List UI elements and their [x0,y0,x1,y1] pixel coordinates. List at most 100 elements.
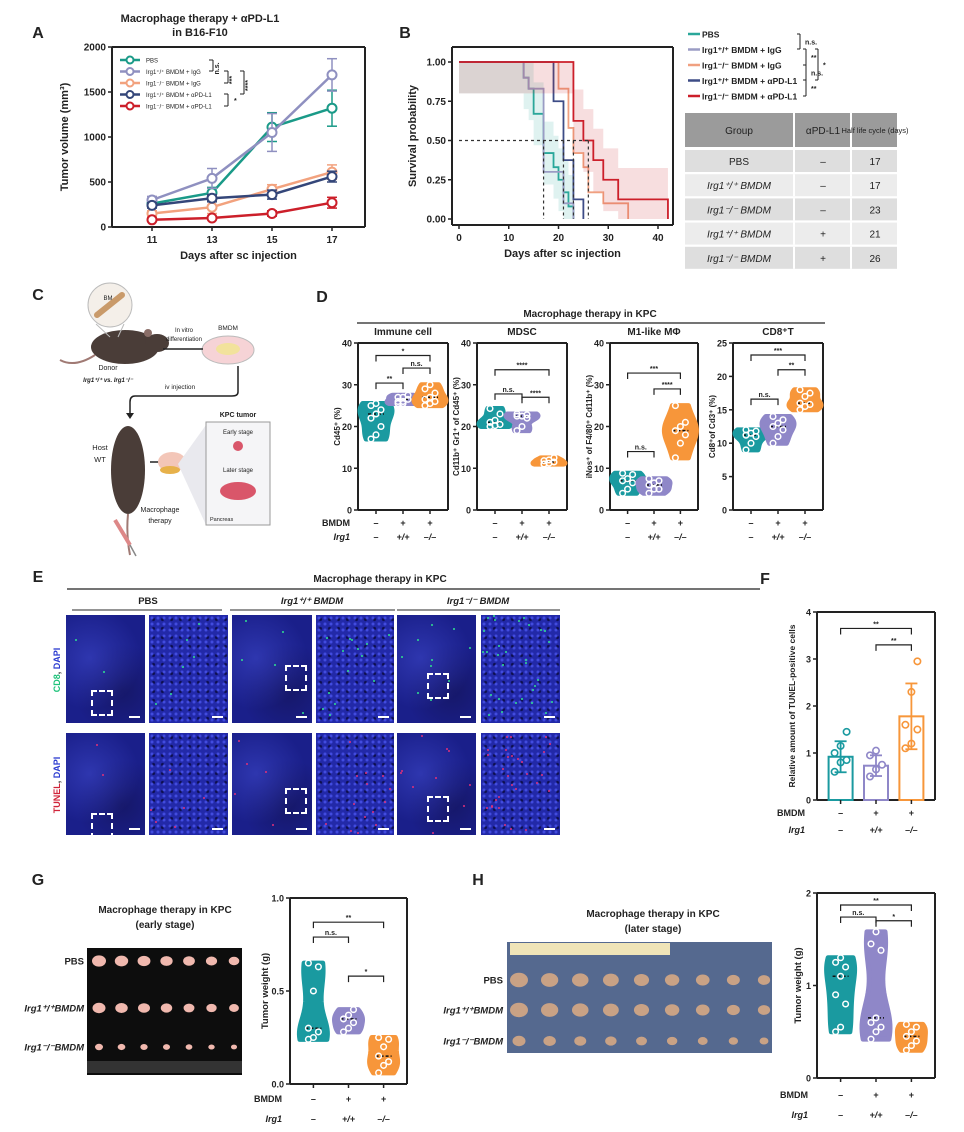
irg1-value: –/– [905,1110,918,1120]
data-point [871,746,880,755]
cd8-micrograph-zoomed [481,615,560,723]
tumor-photo [87,948,242,1075]
significance-label: n.s. [410,361,422,368]
legend-entry: Irg1⁻/⁻ BMDM + αPD-L1 [702,92,797,102]
y-tick-label: 30 [342,380,352,390]
group-1 [635,475,673,497]
data-point [431,397,439,406]
step-label: BMDM [218,325,238,332]
tumor [757,975,771,985]
significance-label: ** [811,55,817,62]
significance-label: n.s. [214,62,221,74]
significance-bracket [777,369,806,376]
zoom-region-box [285,665,307,691]
data-point [842,963,850,971]
group-header: Irg1⁺/⁺ BMDM [281,596,344,607]
arrow-head [126,413,134,419]
data-point [513,427,521,435]
positive-cell [515,788,518,791]
positive-cell [548,743,551,746]
significance-bracket [312,921,385,929]
positive-cell [525,829,528,832]
table-cell: Irg1⁻/⁻ BMDM [707,205,772,216]
tumor [636,1036,647,1046]
data-point [380,1043,388,1051]
y-tick-label: 15 [717,405,727,415]
irg1-value: +/+ [342,1114,356,1124]
scale-bar [544,716,555,718]
y-tick-label: 1.00 [427,58,447,69]
data-point [496,410,504,418]
table-cell: 17 [869,157,881,168]
tumor [160,1003,173,1013]
pancreas-label: Pancreas [210,517,233,523]
significance-bracket [840,904,912,912]
positive-cell [429,698,432,701]
tumor [697,1037,708,1045]
positive-cell [548,641,551,644]
zoom-cone [178,425,206,525]
positive-cell [503,823,506,826]
positive-cell [170,693,173,696]
y-tick-label: 0.75 [427,97,447,108]
positive-cell [545,711,548,714]
data-point [671,427,679,435]
positive-cell [399,771,402,774]
y-tick-label: 30 [461,380,471,390]
significance-label: **** [517,363,528,370]
significance-bracket [494,393,523,400]
bmdm-value: – [373,518,378,528]
data-point [902,1046,910,1054]
row-label: Irg1⁺/⁺BMDM [443,1006,504,1017]
positive-cell [490,694,493,697]
positive-cell [328,713,331,716]
cd8-micrograph-zoomed [149,615,228,723]
data-point [619,469,627,477]
y-tick-label: 3 [806,655,811,665]
bmdm-value: + [775,518,780,528]
positive-cell [518,620,521,623]
positive-cell [182,665,185,668]
data-point [842,727,851,736]
tunel-micrograph-overview [232,733,312,835]
irg1-value: –/– [674,532,687,542]
data-point [779,426,787,434]
tumor [666,1036,678,1046]
bmdm-value: + [400,518,405,528]
data-point [629,470,637,479]
positive-cell [532,688,535,691]
positive-cell [333,703,336,706]
data-point [426,393,434,401]
positive-cell [548,789,551,792]
positive-cell [264,770,267,773]
table-row [685,222,897,245]
data-point [872,928,880,936]
mouse-tail [126,513,131,556]
significance-label: **** [245,80,252,91]
group-2 [530,454,568,468]
positive-cell [521,760,524,763]
positive-cell [388,788,391,791]
y-tick-label: 20 [342,422,352,432]
data-point [655,485,663,493]
y-tick-label: 40 [594,339,604,349]
host-mouse-icon [111,426,145,514]
injection-arrow [129,366,239,413]
group-0 [476,404,514,431]
positive-cell [468,647,471,650]
mouse-head [145,334,169,352]
data-point [309,1033,317,1042]
data-point [913,725,922,734]
scale-bar [296,716,307,718]
tumor [140,1044,148,1050]
data-point [907,1042,915,1050]
table-cell: Irg1⁺/⁺ BMDM [707,181,772,192]
tumor [114,955,129,967]
panel-label: E [33,569,44,586]
positive-cell [527,623,530,626]
bmdm-value: + [678,518,683,528]
positive-cell [326,637,329,640]
data-point [671,454,679,462]
data-point [206,212,218,224]
positive-cell [524,659,527,662]
